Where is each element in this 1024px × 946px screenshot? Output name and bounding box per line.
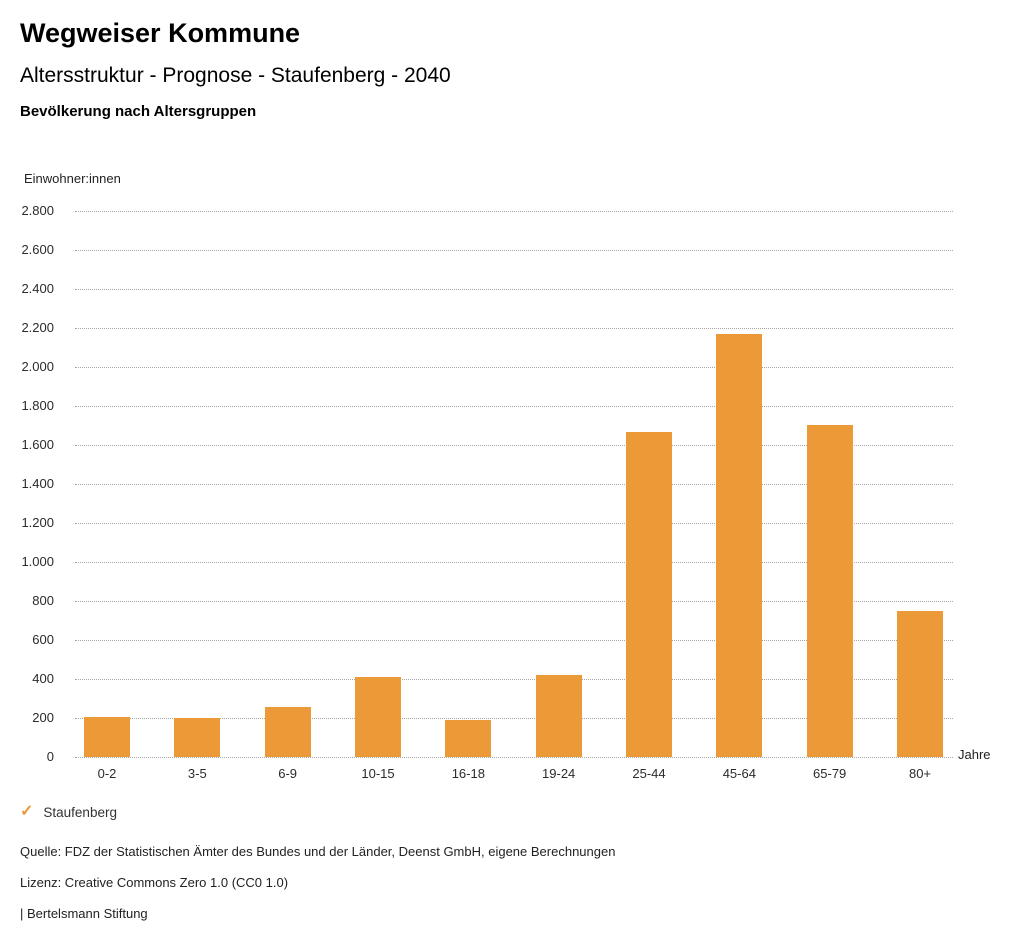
y-tick-label: 0 [46, 749, 54, 764]
x-tick-label: 0-2 [97, 766, 117, 781]
bar-0-2[interactable] [84, 717, 130, 757]
gridline-1.400 [75, 484, 953, 485]
y-tick-label: 800 [32, 593, 54, 608]
bar-6-9[interactable] [264, 707, 311, 757]
legend-label: Staufenberg [43, 804, 117, 820]
bar-16-18[interactable] [445, 719, 492, 757]
gridline-600 [75, 640, 953, 641]
gridline-2.600 [75, 250, 953, 251]
x-tick-label: 65-79 [813, 766, 847, 781]
y-tick-label: 200 [32, 710, 54, 725]
x-tick-label: 10-15 [361, 766, 395, 781]
x-axis-title: Jahre [958, 747, 991, 762]
gridline-2.400 [75, 289, 953, 290]
y-tick-label: 2.000 [21, 359, 54, 374]
source-note: Quelle: FDZ der Statistischen Ämter des … [20, 844, 616, 859]
bar-45-64[interactable] [716, 333, 763, 757]
y-axis-title: Einwohner:innen [24, 171, 121, 186]
y-tick-label: 1.800 [21, 398, 54, 413]
app-title: Wegweiser Kommune [20, 18, 301, 48]
chart-heading: Bevölkerung nach Altersgruppen [20, 103, 257, 120]
x-tick-label: 19-24 [542, 766, 576, 781]
bar-65-79[interactable] [806, 424, 853, 757]
gridline-1.800 [75, 406, 953, 407]
y-tick-label: 1.400 [21, 476, 54, 491]
attribution-note: | Bertelsmann Stiftung [20, 906, 148, 921]
y-tick-label: 1.600 [21, 437, 54, 452]
x-tick-label: 3-5 [187, 766, 207, 781]
y-tick-label: 1.000 [21, 554, 54, 569]
license-note: Lizenz: Creative Commons Zero 1.0 (CC0 1… [20, 875, 289, 890]
y-tick-label: 1.200 [21, 515, 54, 530]
bar-25-44[interactable] [626, 432, 672, 757]
gridline-0 [75, 757, 953, 758]
bar-10-15[interactable] [355, 677, 401, 757]
bar-19-24[interactable] [535, 675, 582, 757]
bar-3-5[interactable] [174, 718, 221, 757]
gridline-1.000 [75, 562, 953, 563]
gridline-1.200 [75, 523, 953, 524]
x-tick-label: 16-18 [451, 766, 485, 781]
y-tick-label: 600 [32, 632, 54, 647]
x-tick-label: 6-9 [278, 766, 298, 781]
y-tick-label: 2.200 [21, 320, 54, 335]
check-icon: ✓ [20, 803, 34, 820]
y-tick-label: 2.400 [21, 281, 54, 296]
gridline-400 [75, 679, 953, 680]
y-tick-label: 2.800 [21, 203, 54, 218]
y-tick-label: 2.600 [21, 242, 54, 257]
x-tick-label: 45-64 [722, 766, 756, 781]
legend-item-staufenberg[interactable]: ✓ Staufenberg [20, 803, 117, 821]
gridline-2.200 [75, 328, 953, 329]
bar-80+[interactable] [897, 610, 943, 757]
gridline-2.800 [75, 211, 953, 212]
x-tick-label: 25-44 [632, 766, 666, 781]
y-tick-label: 400 [32, 671, 54, 686]
gridline-200 [75, 718, 953, 719]
page-title: Altersstruktur - Prognose - Staufenberg … [20, 64, 451, 87]
gridline-2.000 [75, 367, 953, 368]
x-tick-label: 80+ [908, 766, 932, 781]
gridline-1.600 [75, 445, 953, 446]
gridline-800 [75, 601, 953, 602]
